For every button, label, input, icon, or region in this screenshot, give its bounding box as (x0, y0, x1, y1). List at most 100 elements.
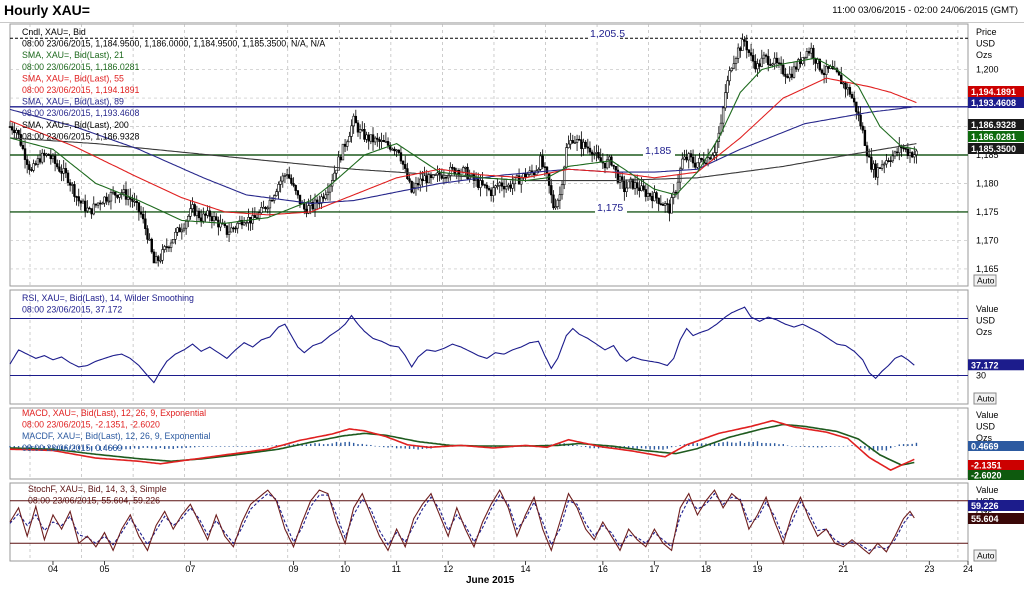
macd-histogram-bar (653, 446, 656, 450)
candle-body (346, 141, 349, 147)
macd-histogram-bar (236, 446, 239, 447)
candle-body (777, 62, 781, 65)
candle-body (122, 189, 126, 193)
candle-body (569, 140, 572, 145)
macd-histogram-bar (120, 446, 123, 450)
candle-body (94, 203, 98, 206)
macd-line (9, 419, 915, 471)
candle-body (358, 129, 362, 133)
macd-histogram-bar (155, 446, 157, 450)
macd-histogram-bar (181, 446, 183, 449)
macd-histogram-bar (911, 443, 913, 447)
candle-body (586, 146, 590, 149)
candle-body (494, 185, 497, 189)
candle-body (552, 194, 555, 209)
candle-body (547, 173, 551, 186)
candle-body (724, 92, 727, 109)
candle-body (483, 184, 486, 186)
candle-body (507, 184, 510, 187)
candle-body (689, 153, 693, 158)
macd-histogram-bar (765, 442, 767, 447)
candle-body (872, 163, 875, 170)
candle-body (270, 199, 274, 202)
x-tick-label: 17 (649, 564, 659, 574)
macd-histogram-bar (391, 446, 394, 448)
candle-body (685, 156, 688, 161)
candle-body (867, 155, 871, 158)
rsi-tick-label: 30 (976, 371, 986, 381)
candle-body (608, 156, 611, 161)
candle-body (335, 169, 338, 174)
candle-body (144, 218, 147, 229)
macd-histogram-bar (82, 446, 84, 450)
candle-body (560, 184, 564, 196)
macd-histogram-bar (370, 444, 372, 447)
candle-body (556, 199, 559, 207)
candle-body (382, 140, 385, 142)
macd-histogram-bar (851, 445, 853, 447)
candle-body (277, 184, 280, 193)
x-tick-label: 23 (924, 564, 934, 574)
candle-body (257, 212, 261, 219)
macd-histogram-bar (761, 442, 763, 447)
macd-histogram-bar (881, 446, 883, 451)
macd-histogram-bar (314, 443, 316, 447)
candle-body (855, 101, 858, 113)
x-axis-label: June 2015 (466, 575, 515, 586)
candle-body (627, 181, 630, 189)
candle-body (902, 147, 905, 150)
macd-badge-label: 0.4669 (971, 442, 999, 452)
candle-body (116, 194, 119, 198)
macd-histogram-bar (151, 446, 153, 449)
candle-body (762, 54, 766, 59)
macd-histogram-bar (340, 442, 342, 447)
chart-canvas[interactable]: 1,1651,1701,1751,1801,1851,1901,1951,200… (0, 22, 1024, 603)
stoch-badge-label: 55.604 (971, 514, 999, 524)
candle-body (786, 76, 789, 79)
candle-body (883, 163, 886, 166)
macd-histogram-bar (627, 446, 630, 449)
candle-body (730, 67, 733, 71)
x-tick-label: 07 (185, 564, 195, 574)
macd-histogram-bar (176, 446, 179, 449)
candle-body (210, 216, 214, 222)
candle-body (726, 80, 729, 93)
candle-body (352, 115, 355, 127)
candle-body (739, 47, 742, 51)
candle-body (397, 149, 400, 153)
candle-body (38, 158, 42, 163)
price-badge-label: 1,194.1891 (971, 87, 1016, 97)
candle-body (227, 231, 231, 235)
candle-body (333, 172, 336, 181)
candle-body (51, 155, 55, 160)
candle-body (614, 165, 617, 171)
candle-body (92, 203, 95, 215)
macd-histogram-bar (35, 446, 37, 448)
candle-body (58, 166, 61, 172)
candle-body (193, 204, 196, 216)
candle-body (520, 177, 523, 185)
rsi-auto-label: Auto (977, 394, 995, 404)
candle-body (148, 238, 151, 241)
y-tick-label: 1,165 (976, 264, 999, 274)
candle-body (180, 229, 184, 233)
x-tick-label: 16 (598, 564, 608, 574)
macd-badge (968, 470, 1024, 480)
candle-body (421, 178, 424, 182)
candle-body (502, 186, 506, 190)
candle-body (709, 157, 712, 160)
candle-body (754, 60, 757, 70)
candle-body (367, 134, 370, 142)
date-range: 11:00 03/06/2015 - 02:00 24/06/2015 (GMT… (832, 5, 1018, 16)
candle-body (743, 39, 746, 42)
candle-body (195, 210, 199, 216)
candle-body (842, 82, 845, 85)
candle-body (769, 64, 772, 66)
level-label: 1,175 (597, 202, 623, 214)
candle-body (889, 160, 892, 162)
candle-body (543, 166, 547, 168)
macd-histogram-bar (39, 446, 41, 448)
candle-body (657, 197, 660, 204)
candle-body (489, 189, 493, 197)
candle-body (378, 139, 381, 142)
